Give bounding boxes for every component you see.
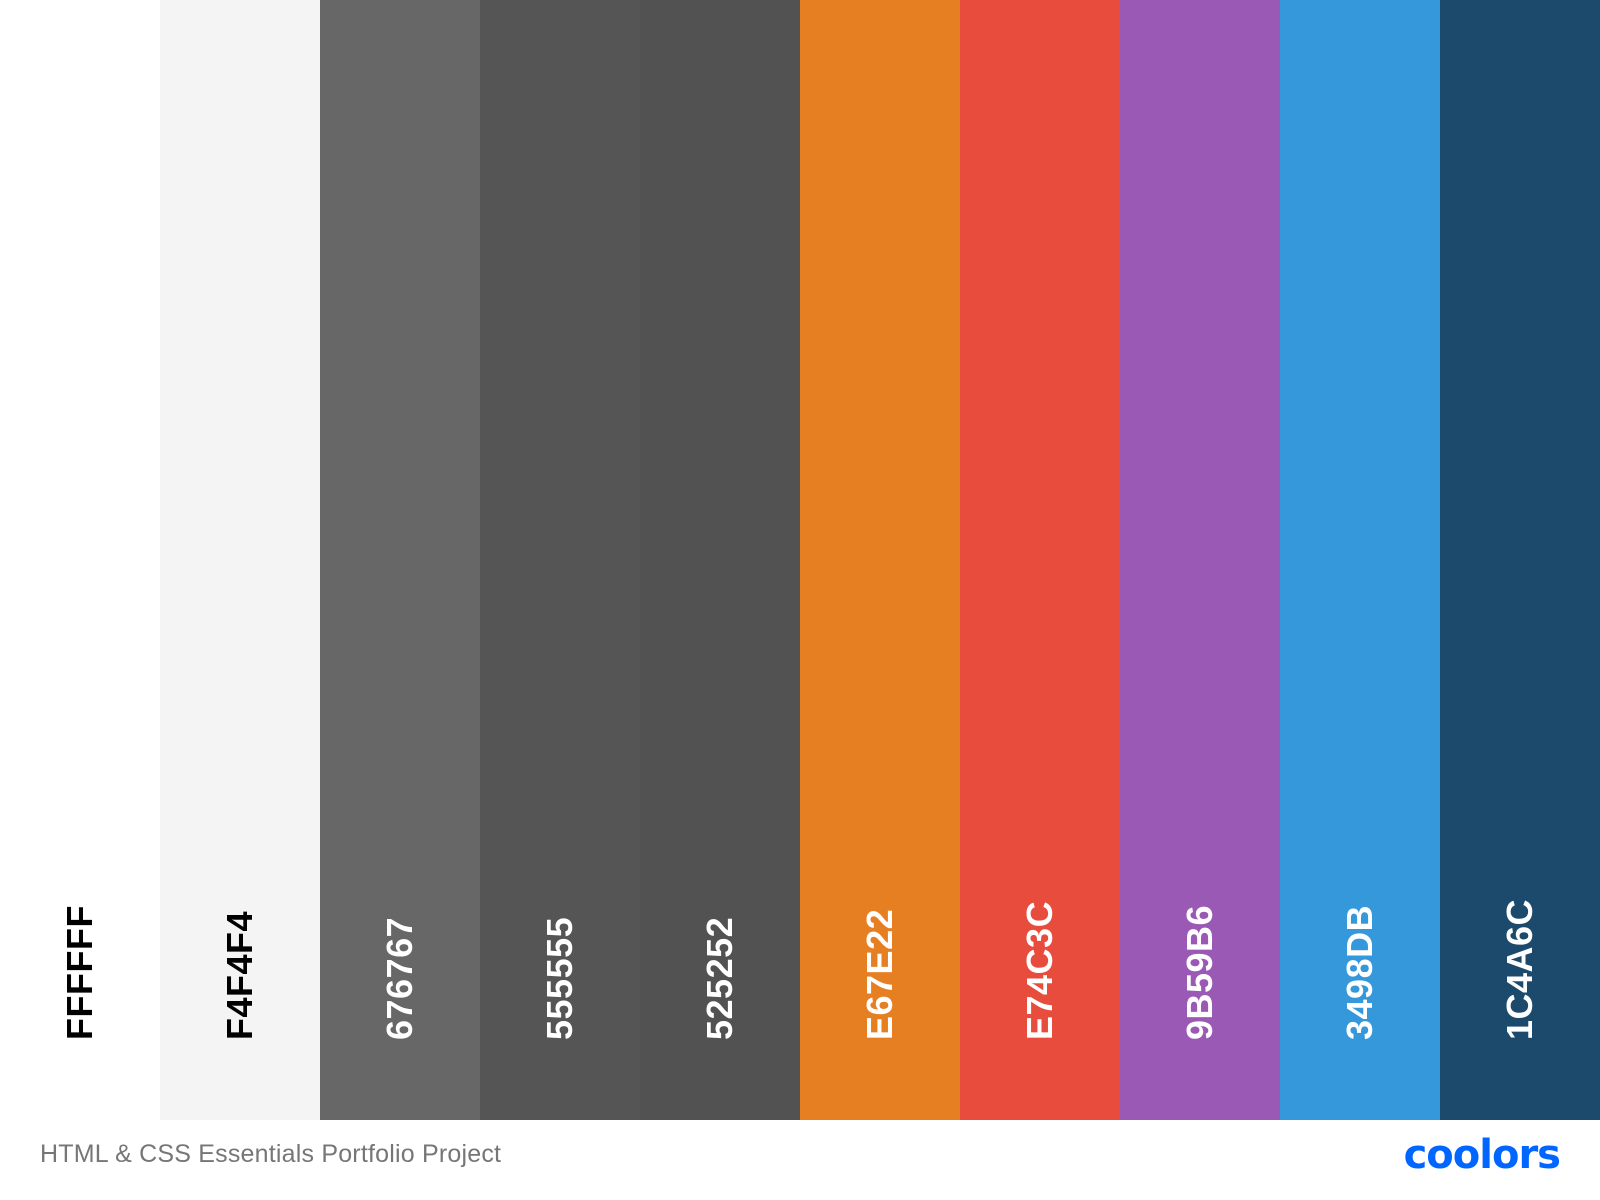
color-swatch-9[interactable]: 3498DB	[1280, 0, 1440, 1120]
color-swatch-4[interactable]: 555555	[480, 0, 640, 1120]
swatch-hex-label: 3498DB	[1339, 904, 1380, 1040]
swatch-hex-label: E74C3C	[1019, 900, 1060, 1040]
color-swatch-6[interactable]: E67E22	[800, 0, 960, 1120]
swatch-hex-label: F4F4F4	[219, 910, 260, 1040]
swatch-hex-label: 1C4A6C	[1499, 898, 1540, 1040]
swatch-hex-label: 676767	[379, 916, 420, 1040]
color-swatch-10[interactable]: 1C4A6C	[1440, 0, 1600, 1120]
color-palette: FFFFFF F4F4F4 676767 555555 525252 E67E2…	[0, 0, 1600, 1120]
swatch-hex-label: E67E22	[859, 908, 900, 1040]
color-swatch-5[interactable]: 525252	[640, 0, 800, 1120]
color-swatch-2[interactable]: F4F4F4	[160, 0, 320, 1120]
color-swatch-3[interactable]: 676767	[320, 0, 480, 1120]
color-swatch-8[interactable]: 9B59B6	[1120, 0, 1280, 1120]
project-title: HTML & CSS Essentials Portfolio Project	[40, 1140, 502, 1168]
palette-footer: HTML & CSS Essentials Portfolio Project …	[0, 1120, 1600, 1200]
coolors-logo[interactable]: coolors	[1403, 1132, 1561, 1178]
swatch-hex-label: 525252	[699, 916, 740, 1040]
color-swatch-7[interactable]: E74C3C	[960, 0, 1120, 1120]
swatch-hex-label: 9B59B6	[1179, 904, 1220, 1040]
swatch-hex-label: 555555	[539, 916, 580, 1040]
color-swatch-1[interactable]: FFFFFF	[0, 0, 160, 1120]
swatch-hex-label: FFFFFF	[59, 905, 100, 1040]
